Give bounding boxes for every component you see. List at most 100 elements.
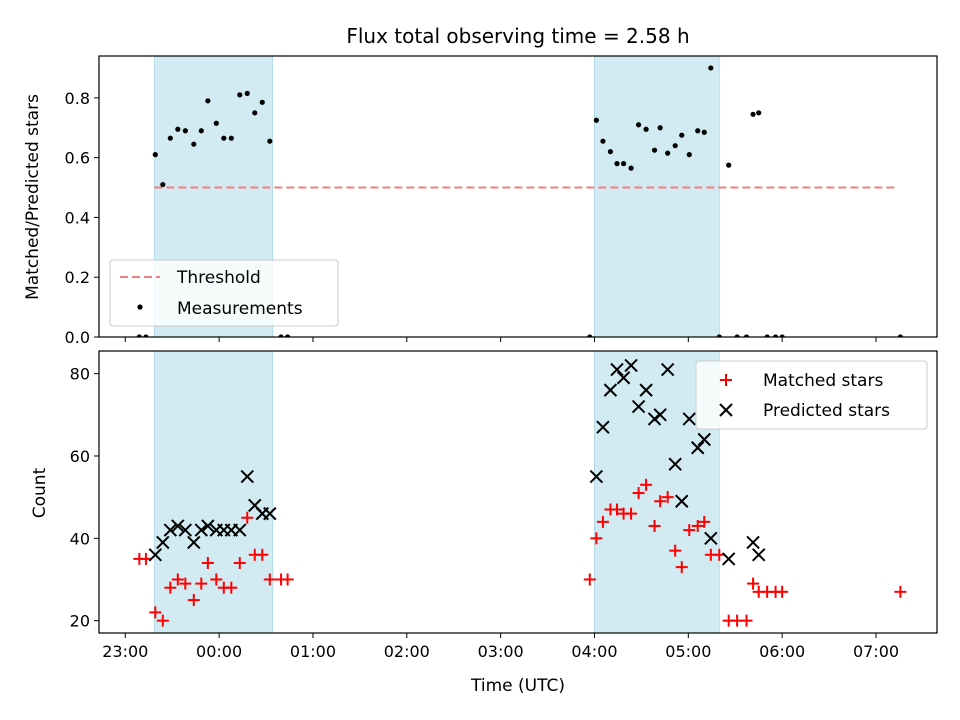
matched-star-point [179,577,192,590]
predicted-star-point [171,519,185,533]
measurement-point [686,152,692,158]
matched-star-point [611,503,624,516]
legend-measurements-swatch [137,304,143,310]
predicted-star-point [751,548,766,562]
measurement-point [764,334,770,337]
measurement-point [734,334,740,337]
predicted-star-point [233,523,247,537]
bottom-legend: Matched stars Predicted stars [695,360,928,430]
legend-measurements-label: Measurements [177,299,303,319]
matched-star-point [661,491,674,504]
predicted-star-point [603,383,618,397]
measurement-point [657,125,663,131]
measurement-point [672,143,678,149]
matched-star-point [596,515,609,528]
matched-star-point [210,573,223,586]
y-tick-label: 0.4 [65,208,90,227]
matched-star-point [648,519,661,532]
matched-star-point [164,581,177,594]
matched-star-point [669,544,682,557]
measurement-point [213,120,219,126]
matched-star-point [632,487,645,500]
matched-star-point [691,519,704,532]
predicted-star-point [682,412,696,426]
predicted-star-point [624,358,638,373]
legend-threshold-label: Threshold [176,268,261,288]
matched-star-point [590,532,603,545]
matched-star-point [747,577,760,590]
matched-star-point [894,585,907,598]
predicted-star-point [653,408,667,422]
measurement-point [772,334,779,337]
matched-star-point [241,511,254,524]
measurement-point [237,92,243,98]
measurement-point [259,99,265,105]
matched-star-point [149,606,162,619]
chart-title: Flux total observing time = 2.58 h [346,24,689,48]
measurement-point [679,132,685,138]
top-legend: Threshold Measurements [109,259,339,327]
measurement-point [285,334,291,337]
measurement-point [716,334,722,337]
measurement-point [750,111,756,117]
measurement-point [743,334,750,337]
x-tick-label: 23:00 [102,642,148,661]
measurement-point [708,65,714,71]
matched-star-point [171,573,184,586]
measurement-point [695,128,701,134]
matched-star-point [740,614,753,627]
measurement-point [701,129,707,135]
matched-star-point [281,573,294,586]
y-tick-label: 60 [70,447,90,466]
predicted-star-point [675,494,689,508]
matched-star-point [256,548,269,561]
measurement-point [228,135,234,141]
legend-predicted-swatch [719,403,733,417]
bottom-panel: 20 40 60 80 23:00 00:00 01:00 02:00 03:00 04:00 0… [30,350,938,696]
measurement-point [600,138,606,144]
observing-interval-shade [153,351,274,633]
y-tick-label: 0.0 [65,328,90,347]
x-tick-label: 06:00 [759,642,805,661]
predicted-star-point [660,362,675,377]
y-tick-label: 40 [70,529,90,548]
predicted-star-point [647,412,662,426]
predicted-star-point [240,469,254,484]
x-tick-label: 00:00 [196,642,242,661]
predicted-star-point [156,535,170,550]
matched-star-point [583,573,596,586]
measurement-point [651,147,658,153]
matched-star-point [225,581,238,594]
x-tick-label: 02:00 [384,642,430,661]
measurement-point [136,334,142,337]
measurement-point [167,135,173,141]
measurement-point [756,110,762,116]
observing-interval-shade [593,56,720,337]
predicted-star-point [201,519,215,533]
top-y-axis-label: Matched/Predicted stars [23,94,43,300]
predicted-star-point [148,548,163,562]
predicted-star-point [589,469,604,484]
measurement-point [152,152,158,158]
predicted-star-point [616,371,631,385]
measurement-point [160,181,166,188]
measurement-point [198,128,204,134]
top-panel: 0.00.20.40.60.8 Matched/Predicted stars … [23,55,938,347]
measurement-point [726,162,732,168]
predicted-star-point [263,506,277,521]
measurement-point [897,334,904,337]
y-tick-label: 20 [70,612,90,631]
measurement-point [244,90,250,96]
predicted-star-point [163,523,178,537]
y-tick-label: 80 [70,365,90,384]
matched-star-point [187,594,200,607]
top-axes-frame [98,55,938,338]
predicted-star-point [639,383,653,397]
bottom-y-axis-label: Count [30,467,50,518]
predicted-star-point [596,420,610,434]
measurement-point [607,149,614,155]
measurement-point [182,128,188,134]
matched-star-point [654,495,667,508]
predicted-star-point [631,399,646,414]
x-axis-label: Time (UTC) [470,676,565,696]
